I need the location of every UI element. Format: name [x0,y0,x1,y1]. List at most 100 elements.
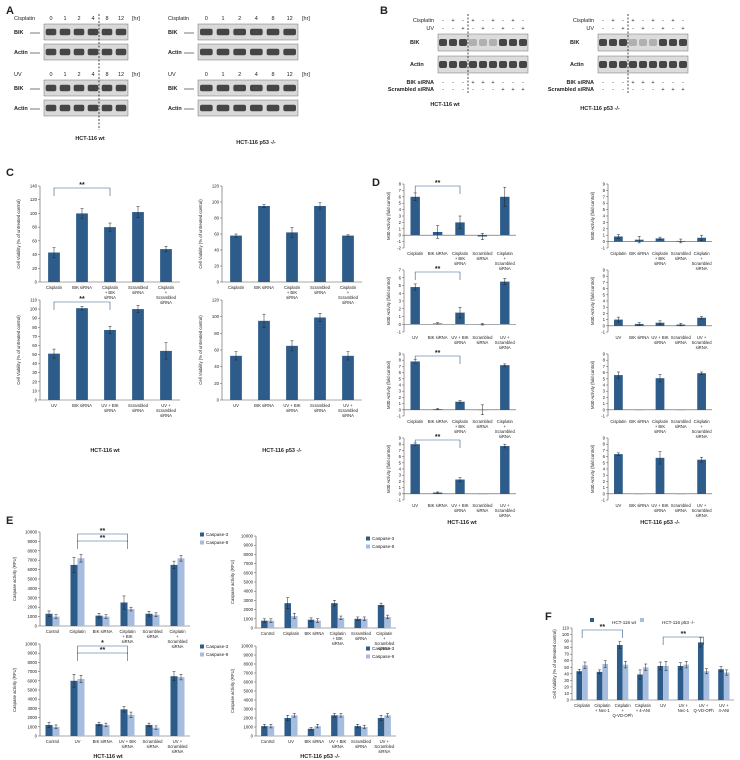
B-right-sign: - [602,18,604,24]
y-tick-label: 0 [251,734,254,739]
x-tick-label: + Nec-1 [595,708,610,713]
blot-background [197,99,299,117]
A-left-cisplatin-unit: [hr] [132,16,140,22]
B-left-sign: + [471,80,474,86]
significance-bracket [77,533,128,542]
B-left-band-label: Actin [410,62,424,68]
x-tick-label: siRNA [696,266,708,271]
A-left-uv-band-label: BIK [14,86,24,92]
x-tick-label: BIK siRNA [428,503,448,508]
B-right-sign: + [661,26,664,32]
x-tick-label: Scrambled [338,295,359,300]
x-tick-label: UV [660,703,666,708]
y-tick-label: 5000 [27,688,37,693]
x-tick-label: Scrambled [167,744,188,749]
bar [77,678,85,736]
blot-band [629,39,637,46]
y-tick-label: 80 [32,325,37,330]
bar [331,715,338,736]
x-tick-label: siRNA [675,340,687,345]
x-tick-label: Cisplatin [284,285,301,290]
E-cell-line-right: HCT-116 p53 -/- [300,754,340,760]
blot-band [469,39,477,46]
significance-label: ** [435,434,441,441]
y-tick-label: 80 [214,216,219,221]
y-tick-label: 4 [399,291,402,296]
chart-C3: 0 10 20 30 40 50 60 70 80 90 100 110 Cell Viability … [16,296,180,418]
blot-band [59,28,71,36]
y-tick-label: 1 [603,317,606,322]
y-tick-label: 0 [35,624,38,629]
y-tick-label: 4 [603,383,606,388]
significance-label: ** [681,631,687,638]
x-tick-label: siRNA [132,290,144,295]
y-tick-label: 140 [30,184,38,189]
y-tick-label: 100 [212,314,220,319]
A-right-uv-blot [197,99,299,117]
B-right-sign: - [642,18,644,24]
legend-label: HCT-116 wt [612,620,637,625]
x-tick-label: siRNA [342,413,354,418]
B-left-sign: + [491,80,494,86]
x-tick-label: siRNA [104,408,116,413]
x-tick-label: UV [615,335,621,340]
B-right-sign: + [631,80,634,86]
bar [286,345,298,400]
bar [703,671,710,700]
significance-label: ** [79,182,85,189]
bar [314,726,321,736]
B-left-sign: - [462,18,464,24]
significance-label: * [101,640,104,647]
bar [52,616,60,626]
bar [284,603,291,628]
B-right-sign: - [652,26,654,32]
x-tick-label: Scrambled [351,631,372,636]
y-tick-label: 3000 [243,707,253,712]
x-tick-label: + [347,290,350,295]
blot-background [437,33,529,52]
x-tick-label: BIK siRNA [304,739,324,744]
x-tick-label: BIK siRNA [629,251,649,256]
y-tick-label: 10000 [241,644,254,649]
B-right-sign: - [602,26,604,32]
y-tick-label: 7 [399,364,402,369]
blot-band [200,28,213,36]
B-left-sign: - [502,80,504,86]
x-tick-label: Cisplatin [452,419,469,424]
bar [177,677,185,736]
x-tick-label: Cisplatin [46,285,63,290]
significance-bracket [77,540,128,549]
x-tick-label: + [165,290,168,295]
y-tick-label: 1 [399,314,402,319]
bar [614,319,623,326]
y-tick-label: 100 [562,632,570,637]
blot-band [619,39,627,46]
x-tick-label: Cisplatin [69,629,86,634]
y-tick-label: 60 [564,658,569,663]
y-tick-label: 8 [603,358,606,363]
bar [500,446,510,494]
x-tick-label: siRNA [286,408,298,413]
x-tick-label: Scrambled [374,641,395,646]
y-tick-label: 7 [399,188,402,193]
x-tick-label: UV + [343,403,353,408]
blot-band [519,39,527,46]
B-left-sign: - [512,26,514,32]
x-tick-label: siRNA [675,424,687,429]
x-tick-label: siRNA [342,300,354,305]
B-left-sign: - [462,87,464,93]
B-right-sign: - [662,18,664,24]
y-tick-label: 2 [603,311,606,316]
bar [331,603,338,628]
A-left-cisplatin-blot [43,23,129,41]
A-left-uv-blot [43,79,129,97]
bar [384,715,391,736]
y-tick-label: 4 [603,214,606,219]
y-tick-label: 4 [399,467,402,472]
y-tick-label: 5 [603,376,606,381]
y-tick-label: 2 [603,479,606,484]
blot-band [59,84,71,92]
bar [500,196,510,236]
x-tick-label: siRNA [654,340,666,345]
